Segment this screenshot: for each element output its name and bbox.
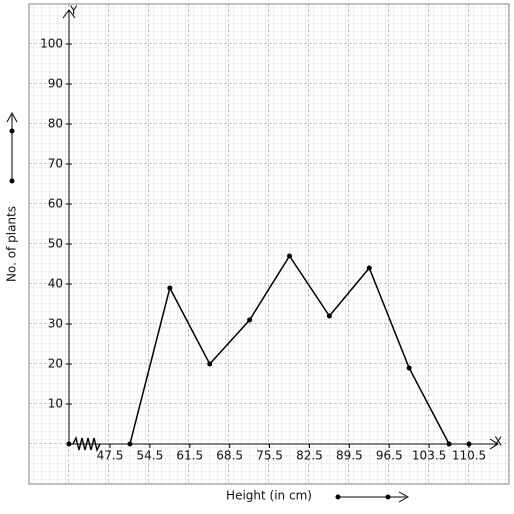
data-point	[326, 313, 332, 319]
x-tick-label: 96.5	[376, 449, 403, 463]
x-axis-label: Height (in cm)	[226, 489, 312, 503]
data-point	[406, 365, 412, 371]
y-tick-label: 100	[40, 37, 63, 51]
y-tick-label: 90	[48, 77, 63, 91]
y-tick-label: 30	[48, 317, 63, 331]
x-axis-name: X	[494, 435, 502, 449]
x-tick-label: 47.5	[97, 449, 124, 463]
data-point	[247, 317, 253, 323]
x-tick-label: 75.5	[256, 449, 283, 463]
data-point	[167, 285, 173, 291]
y-tick-label: 60	[48, 197, 63, 211]
y-tick-label: 50	[48, 237, 63, 251]
x-tick-label: 103.5	[412, 449, 446, 463]
data-point	[207, 361, 213, 367]
graph-paper	[28, 3, 510, 485]
x-tick-label: 68.5	[216, 449, 243, 463]
data-point	[287, 253, 292, 259]
x-tick-label: 82.5	[296, 449, 323, 463]
y-tick-label: 20	[48, 357, 63, 371]
x-tick-label: 54.5	[137, 449, 164, 463]
x-tick-label: 89.5	[336, 449, 363, 463]
x-tick-label: 110.5	[452, 449, 486, 463]
y-axis-name: Y	[69, 4, 78, 18]
data-point	[446, 441, 452, 447]
y-tick-label: 10	[48, 397, 63, 411]
axes	[6, 9, 499, 503]
y-tick-label: 70	[48, 157, 63, 171]
y-axis-label: No. of plants	[5, 206, 19, 282]
data-point	[366, 265, 372, 271]
data-point	[127, 441, 133, 447]
y-tick-label: 40	[48, 277, 63, 291]
y-tick-label: 80	[48, 117, 63, 131]
x-tick-label: 61.5	[176, 449, 203, 463]
